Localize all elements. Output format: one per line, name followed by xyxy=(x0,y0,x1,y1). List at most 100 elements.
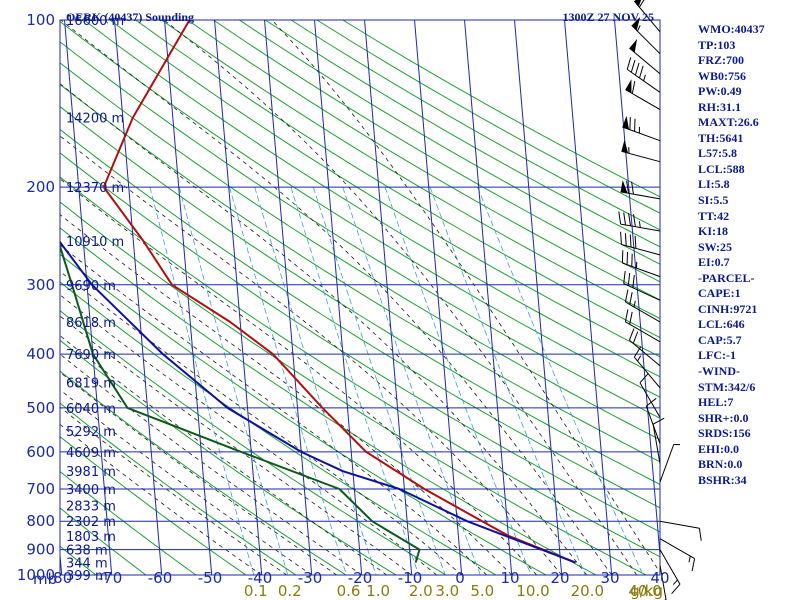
wind-barb-pennant xyxy=(620,180,628,194)
sounding-index: FRZ:700 xyxy=(698,53,744,68)
dry-adiabat xyxy=(60,370,347,575)
temperature-tick-label: -80 xyxy=(48,569,73,587)
temperature-tick-label: 30 xyxy=(600,569,619,587)
dry-adiabat xyxy=(60,402,297,575)
temperature-profile xyxy=(102,20,576,564)
sounding-index: TP:103 xyxy=(698,37,736,52)
temperature-tick-label: -40 xyxy=(248,569,273,587)
wind-barb-flag xyxy=(638,0,645,8)
wind-barb-flag xyxy=(623,212,626,225)
mixing-ratio-label: 1.0 xyxy=(366,582,390,600)
chart-title: OERK (40437) Sounding xyxy=(66,10,194,24)
sounding-index: L57:5.8 xyxy=(698,146,737,161)
height-label: 344 m xyxy=(66,557,108,572)
dry-adiabat xyxy=(60,281,497,575)
height-label: 12370 m xyxy=(66,181,124,196)
pressure-tick-label: 300 xyxy=(26,276,55,294)
pressure-tick-label: 900 xyxy=(26,541,55,559)
mixing-ratio-label: 10.0 xyxy=(516,582,549,600)
wind-barb xyxy=(618,211,661,232)
wind-barb-flag xyxy=(631,181,634,195)
sounding-index: EHI:0.0 xyxy=(698,441,740,456)
isotherm-line xyxy=(114,20,163,575)
moist-adiabat xyxy=(271,20,660,574)
sounding-index: CAPE:1 xyxy=(698,286,741,301)
dry-adiabat xyxy=(60,41,660,419)
sounding-index: LI:5.8 xyxy=(698,177,730,192)
pressure-unit-label: mb xyxy=(33,570,57,588)
wind-barb-flag xyxy=(628,328,635,341)
wind-barbs xyxy=(618,0,702,600)
dry-adiabat xyxy=(60,152,660,533)
dry-adiabat xyxy=(60,20,660,398)
dry-adiabat xyxy=(83,20,660,378)
dry-adiabat xyxy=(135,20,660,339)
wind-barb xyxy=(652,417,665,464)
mixing-ratio-label: 3.0 xyxy=(435,582,459,600)
wind-barb-flag xyxy=(633,214,636,227)
wind-barb-staff xyxy=(625,321,661,343)
mixing-ratio-label: 0.2 xyxy=(278,582,302,600)
sounding-index: WB0:756 xyxy=(698,68,746,83)
parcel-profile xyxy=(60,240,576,564)
wind-barb-staff xyxy=(639,382,661,418)
wind-barb-flag xyxy=(652,417,665,425)
sounding-index: KI:18 xyxy=(698,224,728,239)
sounding-index: SRDS:156 xyxy=(698,426,751,441)
wind-barb-flag xyxy=(629,311,633,325)
isotherm-line xyxy=(514,20,563,575)
isotherm-line xyxy=(364,20,413,575)
moist-adiabat xyxy=(60,135,563,575)
wind-barb-pennant xyxy=(629,38,638,53)
wind-barb xyxy=(628,328,661,367)
wind-barb-half-flag xyxy=(688,555,691,563)
wind-barb-pennant xyxy=(622,115,629,130)
sounding-index: RH:31.1 xyxy=(698,99,741,114)
moist-adiabat xyxy=(60,20,613,575)
sounding-profiles xyxy=(60,20,576,564)
temperature-tick-label: 40 xyxy=(650,569,669,587)
mixing-ratio-label: 2.0 xyxy=(409,582,433,600)
wind-barb-flag xyxy=(634,235,637,249)
mixing-ratio-label: 0.6 xyxy=(337,582,361,600)
isobars xyxy=(60,19,660,576)
wind-barb-flag xyxy=(624,233,627,246)
pressure-tick-label: 1000 xyxy=(17,566,55,584)
wind-barb-flag xyxy=(624,289,629,303)
isotherm-line xyxy=(414,20,463,575)
isotherm-line xyxy=(264,20,313,575)
temperature-tick-label: -50 xyxy=(198,569,223,587)
sounding-index: WMO:40437 xyxy=(698,22,765,36)
dry-adiabat xyxy=(60,310,447,575)
wind-barb-flag xyxy=(639,372,649,384)
temperature-tick-label: -30 xyxy=(298,569,323,587)
wind-barb-flag xyxy=(626,180,629,194)
wind-barb-half-flag xyxy=(633,300,636,308)
sounding-index: CINH:9721 xyxy=(698,301,758,316)
temperature-tick-label: -60 xyxy=(148,569,173,587)
isotherm-line xyxy=(564,20,613,575)
wind-barb-flag xyxy=(626,57,632,70)
dry-adiabat xyxy=(109,20,660,358)
sounding-index: SW:25 xyxy=(698,239,733,254)
wind-barb xyxy=(633,0,661,33)
dry-adiabat xyxy=(60,128,660,509)
wind-barb xyxy=(659,549,681,595)
sounding-index: LCL:646 xyxy=(698,317,745,332)
height-label: 2302 m xyxy=(66,515,116,530)
mixing-ratio-line xyxy=(254,186,377,575)
isotherm-line xyxy=(164,20,213,575)
moist-adiabat xyxy=(60,406,287,575)
height-label: 7690 m xyxy=(66,348,116,363)
moist-adiabat xyxy=(60,315,412,575)
wind-barb-pennant xyxy=(621,139,629,154)
mixing-unit-label: g/kg xyxy=(630,582,663,600)
pressure-tick-label: 400 xyxy=(26,345,55,363)
isotherm-line xyxy=(0,20,12,575)
temperature-tick-label: -10 xyxy=(398,569,423,587)
pressure-tick-label: 700 xyxy=(26,480,55,498)
isotherm-line xyxy=(464,20,513,575)
height-label: 4609 m xyxy=(66,446,116,461)
isotherms xyxy=(0,20,660,575)
mixing-ratio-label: 5.0 xyxy=(470,582,494,600)
